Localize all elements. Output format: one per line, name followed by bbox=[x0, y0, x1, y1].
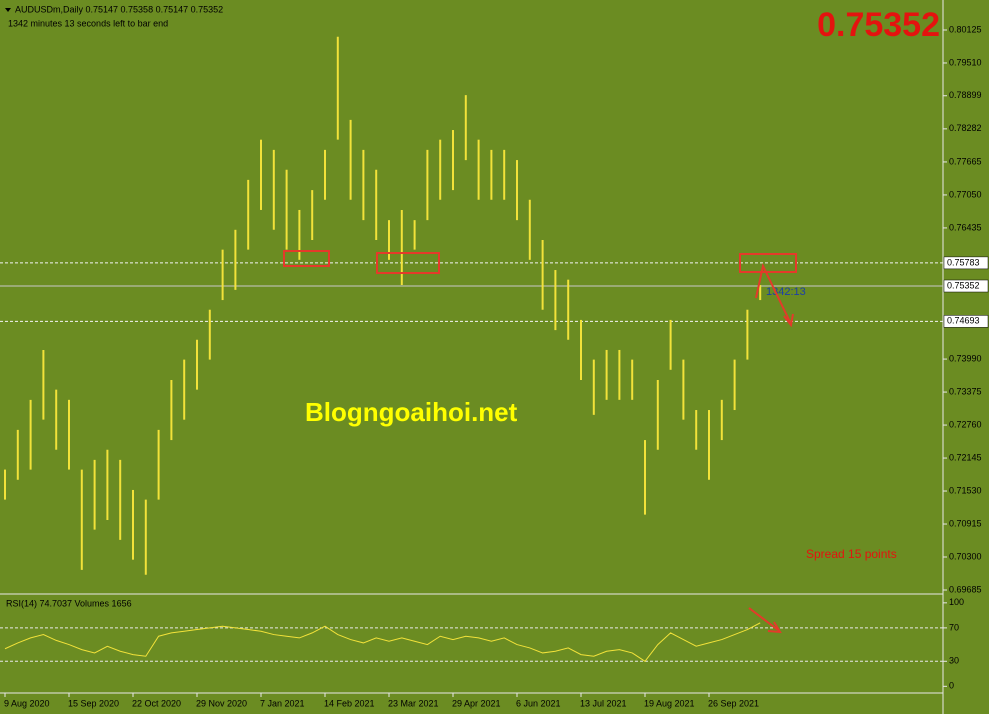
y-tick-label: 0.80125 bbox=[949, 24, 982, 34]
x-tick-label: 7 Jan 2021 bbox=[260, 698, 305, 708]
plot: 0.80125 0.79510 0.78899 0.78282 0.77665 0.770… bbox=[0, 24, 989, 708]
y-tick-label: 0.72145 bbox=[949, 452, 982, 462]
price-label: 0.75783 bbox=[947, 257, 980, 267]
x-tick-label: 19 Aug 2021 bbox=[644, 698, 695, 708]
price-label: 0.75352 bbox=[947, 280, 980, 290]
highlight-box bbox=[376, 252, 440, 274]
x-tick-label: 29 Apr 2021 bbox=[452, 698, 501, 708]
y-tick-label: 0.79510 bbox=[949, 57, 982, 67]
x-tick-label: 29 Nov 2020 bbox=[196, 698, 247, 708]
arrow bbox=[755, 262, 794, 328]
y-tick-label: 0.71530 bbox=[949, 485, 982, 495]
y-tick-label: 0.78899 bbox=[949, 90, 982, 100]
y-tick-label: 0.70915 bbox=[949, 518, 982, 528]
symbol-header: AUDUSDm,Daily 0.75147 0.75358 0.75147 0.… bbox=[15, 4, 223, 14]
big-price: 0.75352 bbox=[817, 6, 940, 44]
x-tick-label: 15 Sep 2020 bbox=[68, 698, 119, 708]
panel-title: RSI(14) 74.7037 Volumes 1656 bbox=[6, 598, 132, 608]
x-tick-label: 13 Jul 2021 bbox=[580, 698, 627, 708]
price-label: 0.74693 bbox=[947, 316, 980, 326]
menu-icon[interactable] bbox=[5, 8, 11, 12]
y-tick-label: 0.76435 bbox=[949, 222, 982, 232]
x-tick-label: 6 Jun 2021 bbox=[516, 698, 561, 708]
highlight-box bbox=[739, 253, 797, 273]
y-tick-label: 0.69685 bbox=[949, 584, 982, 594]
rsi-line bbox=[4, 622, 761, 662]
price-label-box bbox=[943, 279, 989, 293]
y-tick-label: 0.77050 bbox=[949, 189, 982, 199]
x-tick-label: 26 Sep 2021 bbox=[708, 698, 759, 708]
y-tick-label: 0.77665 bbox=[949, 156, 982, 166]
y-tick-label: 0 bbox=[949, 681, 954, 691]
x-tick-label: 9 Aug 2020 bbox=[4, 698, 50, 708]
spread-label: Spread 15 points bbox=[806, 547, 897, 561]
y-tick-label: 0.70300 bbox=[949, 551, 982, 561]
arrow bbox=[748, 607, 782, 634]
x-tick-label: 23 Mar 2021 bbox=[388, 698, 439, 708]
price-label-box bbox=[943, 256, 989, 270]
y-tick-label: 70 bbox=[949, 622, 959, 632]
y-tick-label: 0.73990 bbox=[949, 353, 982, 363]
y-tick-label: 0.73375 bbox=[949, 386, 982, 396]
price-label-box bbox=[943, 315, 989, 328]
x-tick-label: 22 Oct 2020 bbox=[132, 698, 181, 708]
x-tick-label: 14 Feb 2021 bbox=[324, 698, 375, 708]
countdown: 1342:13 bbox=[766, 286, 806, 298]
y-tick-label: 0.78282 bbox=[949, 123, 982, 133]
bar-timer-text: 1342 minutes 13 seconds left to bar end bbox=[8, 18, 168, 28]
y-tick-label: 100 bbox=[949, 597, 964, 607]
y-tick-label: 0.72760 bbox=[949, 419, 982, 429]
annotations bbox=[283, 250, 797, 634]
y-tick-label: 30 bbox=[949, 656, 959, 666]
highlight-box bbox=[283, 250, 330, 267]
watermark: Blogngoaihoi.net bbox=[305, 397, 518, 427]
